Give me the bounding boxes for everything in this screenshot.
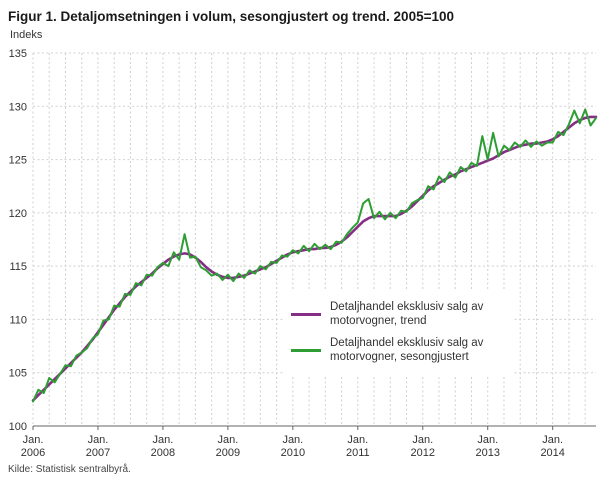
trend-legend-label: Detaljhandel eksklusiv salg av motorvogn… [330, 301, 484, 328]
svg-text:Jan.: Jan. [282, 434, 303, 446]
svg-text:125: 125 [9, 155, 27, 167]
trend-line-swatch [291, 312, 321, 316]
svg-text:Jan.: Jan. [412, 434, 433, 446]
svg-text:130: 130 [9, 101, 27, 113]
svg-text:Jan.: Jan. [153, 434, 174, 446]
legend-item-seasonal: Detaljhandel eksklusiv salg av motorvogn… [291, 336, 502, 365]
svg-text:2008: 2008 [151, 447, 175, 459]
line-chart-canvas: 100105110115120125130135Jan.2006Jan.2007… [9, 48, 598, 459]
svg-text:100: 100 [9, 421, 27, 433]
legend: Detaljhandel eksklusiv salg av motorvogn… [283, 289, 512, 376]
chart-title: Figur 1. Detaljomsetningen i volum, seso… [8, 9, 454, 24]
chart-area: 100 105 110 115 120 125 130 135 Jan. 2006 Jan. 2007… [0, 41, 610, 461]
y-axis-title: Indeks [10, 29, 43, 41]
svg-text:120: 120 [9, 208, 27, 220]
source-note: Kilde: Statistisk sentralbyrå. [8, 464, 131, 475]
legend-item-trend: Detaljhandel eksklusiv salg av motorvogn… [291, 300, 502, 329]
svg-text:Jan.: Jan. [347, 434, 368, 446]
seasonal-line-swatch [291, 348, 321, 352]
svg-text:2009: 2009 [216, 447, 240, 459]
seasonal-legend-label: Detaljhandel eksklusiv salg av motorvogn… [330, 336, 484, 364]
svg-text:2013: 2013 [475, 447, 499, 459]
svg-text:2010: 2010 [281, 447, 305, 459]
svg-text:Jan.: Jan. [23, 434, 44, 446]
svg-text:Jan.: Jan. [217, 434, 238, 446]
svg-text:Jan.: Jan. [542, 434, 563, 446]
svg-text:110: 110 [9, 314, 27, 326]
svg-text:Jan.: Jan. [477, 434, 498, 446]
svg-text:105: 105 [9, 368, 27, 380]
svg-text:Jan.: Jan. [88, 434, 109, 446]
svg-text:2014: 2014 [540, 447, 564, 459]
svg-text:135: 135 [9, 48, 27, 60]
svg-text:2011: 2011 [346, 447, 370, 459]
svg-text:2007: 2007 [86, 447, 110, 459]
svg-text:115: 115 [9, 261, 27, 273]
svg-text:2012: 2012 [411, 447, 435, 459]
svg-text:2006: 2006 [21, 447, 45, 459]
